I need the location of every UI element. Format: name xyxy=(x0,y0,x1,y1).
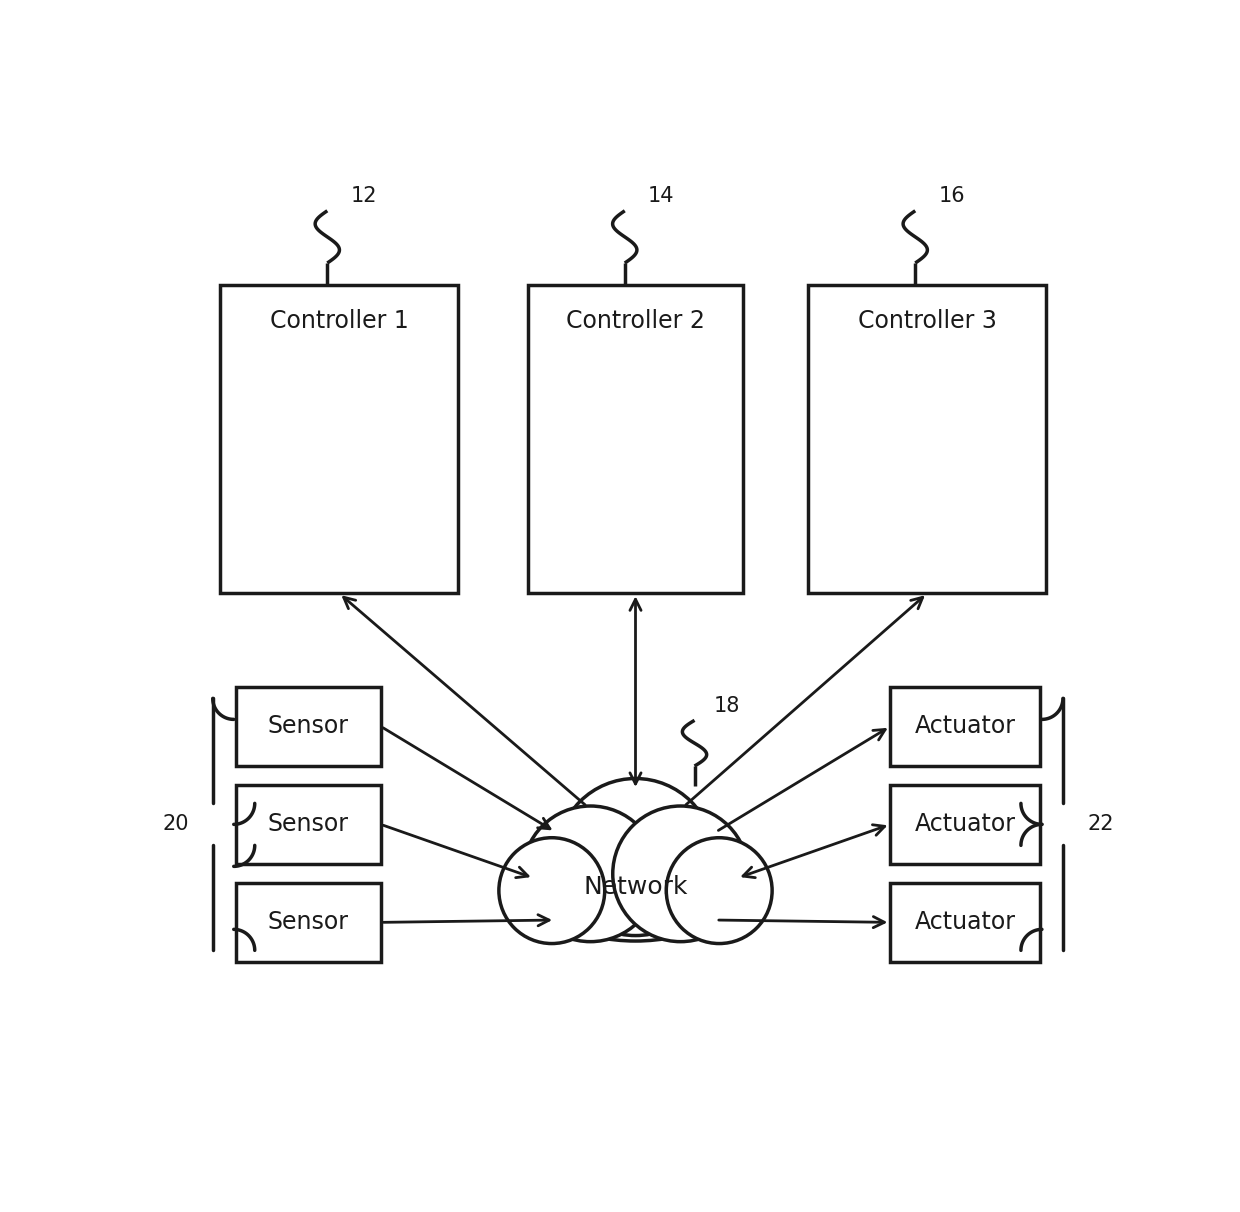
Ellipse shape xyxy=(498,837,605,944)
Text: 18: 18 xyxy=(713,696,739,715)
Ellipse shape xyxy=(613,806,749,942)
Bar xyxy=(236,882,381,962)
Ellipse shape xyxy=(522,806,658,942)
Bar xyxy=(808,285,1047,594)
Bar xyxy=(890,882,1039,962)
Bar xyxy=(528,285,743,594)
Text: 22: 22 xyxy=(1087,814,1114,834)
Text: Sensor: Sensor xyxy=(268,812,348,836)
Ellipse shape xyxy=(557,778,714,936)
Text: 12: 12 xyxy=(351,187,377,206)
Text: Controller 3: Controller 3 xyxy=(858,309,997,333)
Bar xyxy=(890,687,1039,766)
Text: 16: 16 xyxy=(939,187,965,206)
Text: Controller 1: Controller 1 xyxy=(270,309,408,333)
Bar xyxy=(236,687,381,766)
Bar xyxy=(221,285,459,594)
Text: Actuator: Actuator xyxy=(914,910,1016,934)
Text: 20: 20 xyxy=(162,814,188,834)
Text: 14: 14 xyxy=(649,187,675,206)
Text: Network: Network xyxy=(583,875,688,899)
Text: Actuator: Actuator xyxy=(914,714,1016,738)
Bar xyxy=(890,784,1039,864)
Text: Actuator: Actuator xyxy=(914,812,1016,836)
Text: Sensor: Sensor xyxy=(268,910,348,934)
Ellipse shape xyxy=(666,837,773,944)
Text: Sensor: Sensor xyxy=(268,714,348,738)
Bar xyxy=(236,784,381,864)
Ellipse shape xyxy=(533,831,738,941)
Text: Controller 2: Controller 2 xyxy=(567,309,704,333)
